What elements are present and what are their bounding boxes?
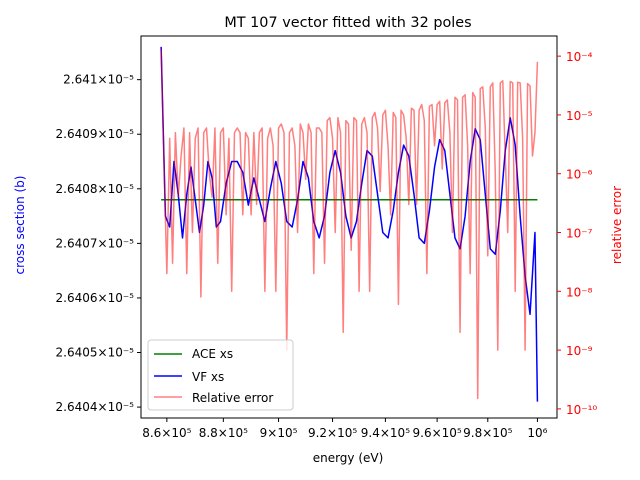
y-tick-label-left: 2.6406×10⁻⁵ <box>56 291 135 305</box>
axes-border <box>140 35 558 419</box>
y-tick-label-left: 2.641×10⁻⁵ <box>63 73 134 87</box>
x-tick-label: 9.6×10⁵ <box>413 426 462 440</box>
y-tick-label-right: 10⁻⁴ <box>566 50 593 64</box>
legend-label-ace-xs: ACE xs <box>192 347 233 361</box>
y-axis-label-right: relative error <box>610 186 624 264</box>
y-axis-label-left: cross section (b) <box>13 176 27 275</box>
y-axis-right: 10⁻¹⁰ 10⁻⁹ 10⁻⁸ 10⁻⁷ 10⁻⁶ 10⁻⁵ 10⁻⁴ <box>557 50 597 417</box>
y-tick-label-right: 10⁻⁹ <box>566 344 593 358</box>
x-tick-label: 8.6×10⁵ <box>142 426 191 440</box>
x-tick-label: 9.8×10⁵ <box>463 426 512 440</box>
chart-title: MT 107 vector fitted with 32 poles <box>224 15 471 31</box>
x-axis-label: energy (eV) <box>313 451 384 465</box>
y-tick-label-right: 10⁻⁸ <box>566 285 593 299</box>
series-line-relative-error <box>160 49 539 400</box>
x-axis: 8.6×10⁵ 8.8×10⁵ 9×10⁵ 9.2×10⁵ 9.4×10⁵ 9.6×10⁵… <box>142 418 548 440</box>
y-axis-left: 2.6404×10⁻⁵ 2.6405×10⁻⁵ 2.6406×10⁻⁵ 2.6407×… <box>56 73 141 414</box>
x-tick-label: 8.8×10⁵ <box>199 426 248 440</box>
y-tick-label-right: 10⁻⁵ <box>566 109 593 123</box>
x-tick-label: 9×10⁵ <box>260 426 298 440</box>
y-tick-label-left: 2.6409×10⁻⁵ <box>56 127 135 141</box>
y-tick-label-left: 2.6404×10⁻⁵ <box>56 400 135 414</box>
y-tick-label-left: 2.6407×10⁻⁵ <box>56 236 135 250</box>
x-tick-label: 9.2×10⁵ <box>308 426 357 440</box>
series-line-vf-xs <box>160 46 539 402</box>
x-tick-label: 10⁶ <box>527 426 547 440</box>
plot-area <box>160 46 539 402</box>
legend-label-relative-error: Relative error <box>192 391 273 405</box>
legend-frame <box>147 339 294 411</box>
x-tick-label: 9.4×10⁵ <box>361 426 410 440</box>
legend-label-vf-xs: VF xs <box>192 370 224 384</box>
y-tick-label-left: 2.6405×10⁻⁵ <box>56 346 135 360</box>
y-tick-label-left: 2.6408×10⁻⁵ <box>56 182 135 196</box>
y-tick-label-right: 10⁻¹⁰ <box>566 403 597 417</box>
y-tick-label-right: 10⁻⁷ <box>566 227 593 241</box>
legend: ACE xs VF xs Relative error <box>147 339 294 411</box>
axes-frame <box>140 35 558 419</box>
y-tick-label-right: 10⁻⁶ <box>566 168 593 182</box>
